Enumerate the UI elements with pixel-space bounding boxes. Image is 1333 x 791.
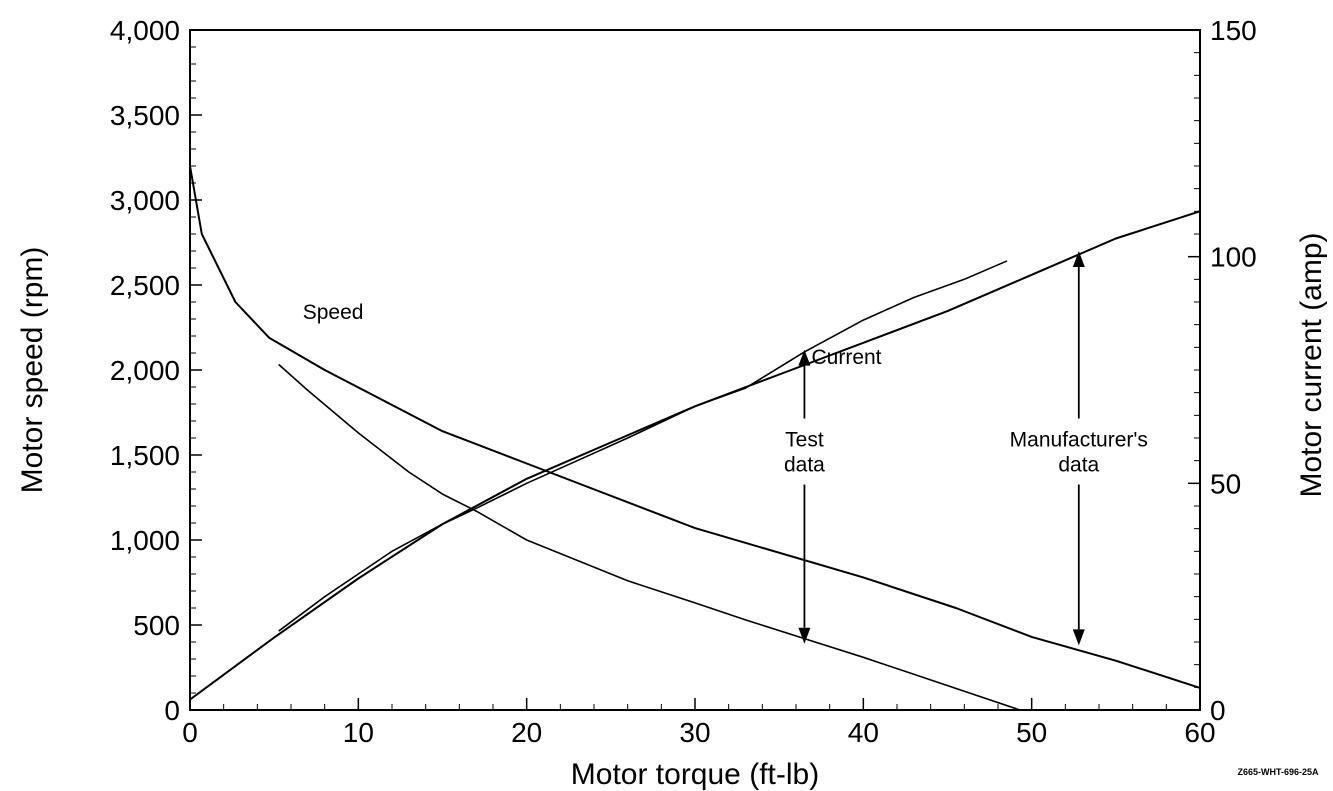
y-tick-label: 3,000	[110, 185, 180, 216]
annotation-arrowhead	[798, 627, 811, 644]
x-tick-label: 0	[182, 717, 198, 748]
y-tick-label: 1,000	[110, 525, 180, 556]
y-tick-label: 2,000	[110, 355, 180, 386]
annotation-arrowhead	[798, 349, 811, 366]
x-tick-label: 20	[511, 717, 542, 748]
y-tick-label: 1,500	[110, 440, 180, 471]
x-tick-label: 10	[343, 717, 374, 748]
figure-id: Z665-WHT-696-25A	[1237, 767, 1319, 777]
annotation-line: Manufacturer's	[1010, 429, 1148, 452]
y2-tick-label: 50	[1210, 468, 1241, 499]
y2-tick-label: 150	[1210, 15, 1257, 46]
speed-manufacturer-curve	[189, 165, 1201, 689]
annotation-speed: Speed	[303, 301, 364, 324]
x-tick-label: 50	[1016, 717, 1047, 748]
y-axis-title: Motor speed (rpm)	[16, 247, 49, 494]
y-tick-label: 3,500	[110, 100, 180, 131]
annotation-label: Test data	[784, 429, 825, 477]
annotation-line: data	[1058, 454, 1099, 477]
axis-ticks: 0 10 20 30 40 50 6005001,0001,5002,0002,5003,0…	[110, 15, 1257, 748]
current-test-curve	[278, 260, 1008, 632]
current-manufacturer-curve	[189, 210, 1201, 701]
annotation-current: Current	[811, 346, 881, 369]
y-tick-label: 500	[133, 610, 180, 641]
plot-frame	[189, 29, 1201, 711]
y2-tick-label: 100	[1210, 242, 1257, 273]
y-tick-label: 0	[164, 695, 180, 726]
annotation-line: Test	[785, 429, 824, 452]
x-tick-label: 60	[1184, 717, 1215, 748]
y2-tick-label: 0	[1210, 695, 1226, 726]
y2-axis-title: Motor current (amp)	[1295, 232, 1328, 497]
annotation-arrowhead	[1072, 629, 1085, 646]
x-axis-title: Motor torque (ft-lb)	[571, 758, 819, 791]
plot-curves	[189, 165, 1201, 711]
y-tick-label: 2,500	[110, 270, 180, 301]
x-tick-label: 40	[848, 717, 879, 748]
annotation-arrowhead	[1072, 251, 1085, 267]
annotation-line: data	[784, 454, 825, 477]
speed-test-curve	[278, 364, 1021, 711]
x-tick-label: 30	[679, 717, 710, 748]
annotation-label: Manufacturer's data	[1010, 429, 1148, 477]
y-tick-label: 4,000	[110, 15, 180, 46]
